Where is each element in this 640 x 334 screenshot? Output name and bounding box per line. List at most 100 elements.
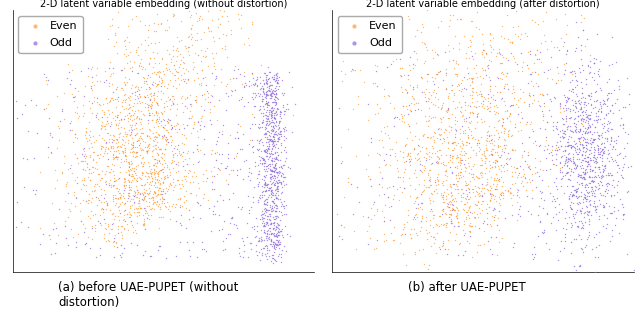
Even (407, 138, 417, 143)
Odd (603, 147, 613, 152)
Odd (273, 188, 283, 193)
Odd (586, 157, 596, 163)
Even (524, 163, 534, 168)
Odd (254, 249, 264, 255)
Even (467, 33, 477, 38)
Even (399, 72, 410, 78)
Even (495, 60, 505, 65)
Even (491, 157, 501, 163)
Even (83, 213, 93, 219)
Even (103, 223, 113, 229)
Odd (246, 241, 256, 246)
Even (179, 199, 189, 205)
Odd (254, 94, 264, 99)
Even (154, 39, 164, 45)
Odd (258, 86, 268, 92)
Even (159, 174, 169, 179)
Even (106, 167, 116, 172)
Odd (438, 240, 449, 245)
Even (374, 152, 384, 157)
Even (138, 161, 148, 166)
Odd (594, 152, 604, 157)
Odd (264, 132, 274, 137)
Even (419, 60, 429, 65)
Even (167, 159, 177, 165)
Even (489, 108, 499, 113)
Even (101, 207, 111, 212)
Odd (28, 187, 38, 192)
Even (127, 146, 138, 151)
Even (170, 144, 180, 149)
Even (576, 12, 586, 18)
Even (430, 236, 440, 241)
Even (124, 105, 134, 111)
Odd (567, 183, 577, 188)
Odd (575, 127, 585, 132)
Even (92, 153, 102, 158)
Odd (257, 120, 267, 125)
Odd (570, 162, 580, 167)
Even (165, 106, 175, 112)
Even (131, 177, 141, 183)
Odd (241, 82, 251, 88)
Even (444, 129, 454, 135)
Even (124, 172, 134, 177)
Even (156, 192, 166, 197)
Odd (597, 153, 607, 158)
Odd (272, 231, 282, 236)
Odd (551, 175, 561, 180)
Odd (271, 208, 281, 213)
Even (112, 185, 122, 190)
Odd (273, 127, 284, 132)
Even (132, 210, 142, 215)
Even (179, 141, 189, 146)
Even (348, 68, 358, 73)
Even (162, 174, 172, 180)
Even (500, 146, 510, 151)
Even (133, 87, 143, 92)
Even (381, 161, 391, 166)
Odd (276, 164, 286, 170)
Odd (584, 190, 595, 195)
Even (150, 190, 160, 195)
Title: 2-D latent variable embedding (without distortion): 2-D latent variable embedding (without d… (40, 0, 287, 9)
Odd (568, 144, 578, 149)
Even (448, 57, 458, 63)
Even (154, 89, 164, 94)
Even (163, 139, 173, 145)
Even (440, 109, 451, 114)
Odd (267, 256, 277, 261)
Even (118, 175, 129, 181)
Odd (192, 254, 202, 260)
Odd (93, 198, 104, 203)
Even (433, 126, 444, 131)
Even (104, 136, 114, 141)
Even (425, 201, 435, 206)
Odd (263, 64, 273, 70)
Even (122, 95, 132, 100)
Odd (97, 207, 108, 212)
Odd (592, 160, 602, 165)
Odd (584, 232, 594, 237)
Even (135, 140, 145, 146)
Odd (587, 184, 597, 189)
Odd (402, 89, 412, 95)
Odd (269, 91, 280, 97)
Even (453, 170, 463, 175)
Even (143, 195, 154, 200)
Even (168, 47, 178, 53)
Odd (261, 126, 271, 131)
Even (410, 155, 420, 160)
Even (456, 77, 467, 82)
Odd (596, 133, 607, 138)
Even (142, 212, 152, 217)
Even (575, 139, 586, 145)
Odd (415, 161, 425, 166)
Odd (236, 96, 246, 102)
Odd (260, 125, 270, 130)
Odd (258, 88, 268, 94)
Odd (573, 113, 583, 118)
Even (122, 132, 132, 137)
Even (492, 186, 502, 191)
Odd (271, 72, 282, 77)
